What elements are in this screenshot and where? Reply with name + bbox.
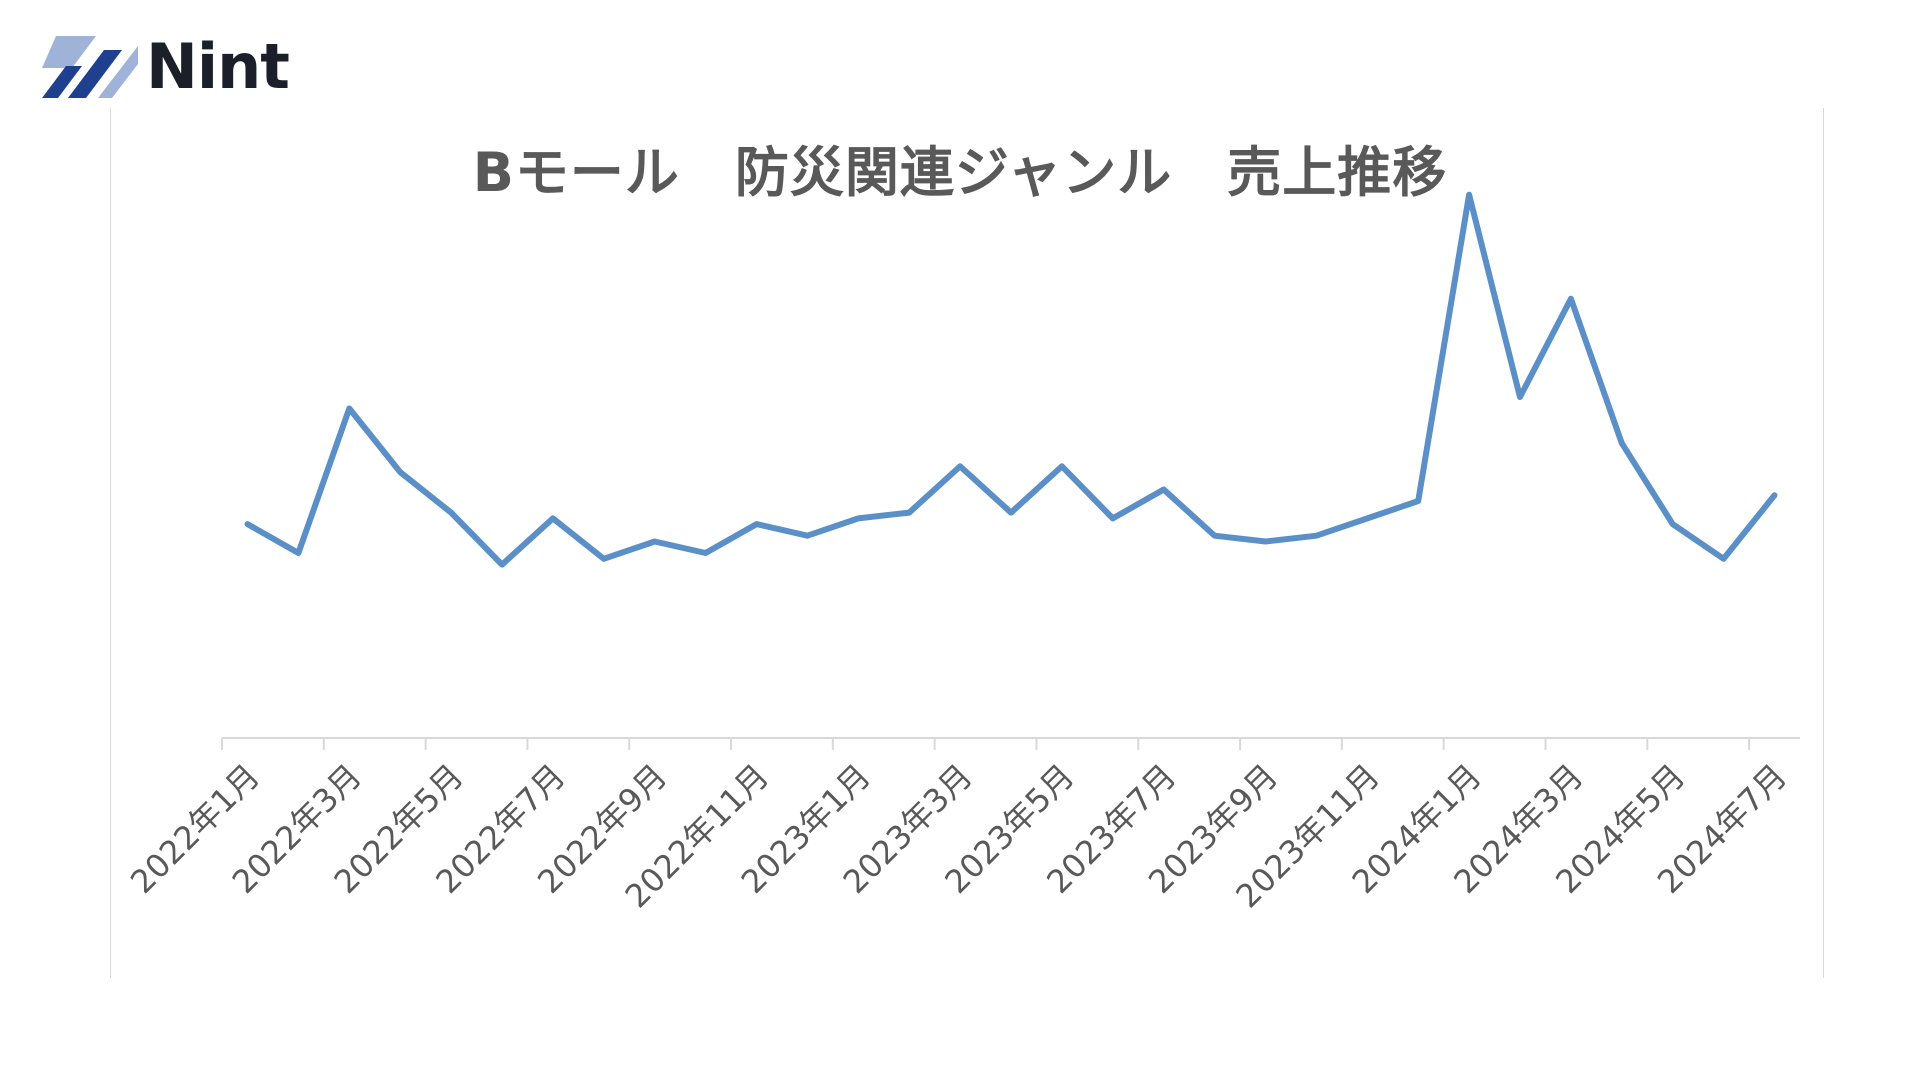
logo-shape-dark-left (42, 66, 82, 98)
brand-logo: Nint (42, 30, 290, 103)
sales-series-line (244, 191, 1778, 568)
brand-name: Nint (146, 30, 290, 103)
logo-shape-light (42, 36, 96, 68)
logo-shape-dark-mid (68, 50, 122, 98)
x-axis-tick-labels: 2022年1月2022年3月2022年5月2022年7月2022年9月2022年… (123, 757, 1794, 916)
x-axis-ticks (221, 738, 1751, 750)
logo-shape-light-right (98, 46, 138, 98)
chart-title: Bモール 防災関連ジャンル 売上推移 (472, 141, 1448, 204)
nint-logo-icon (42, 36, 138, 98)
chart-frame (110, 108, 1824, 978)
